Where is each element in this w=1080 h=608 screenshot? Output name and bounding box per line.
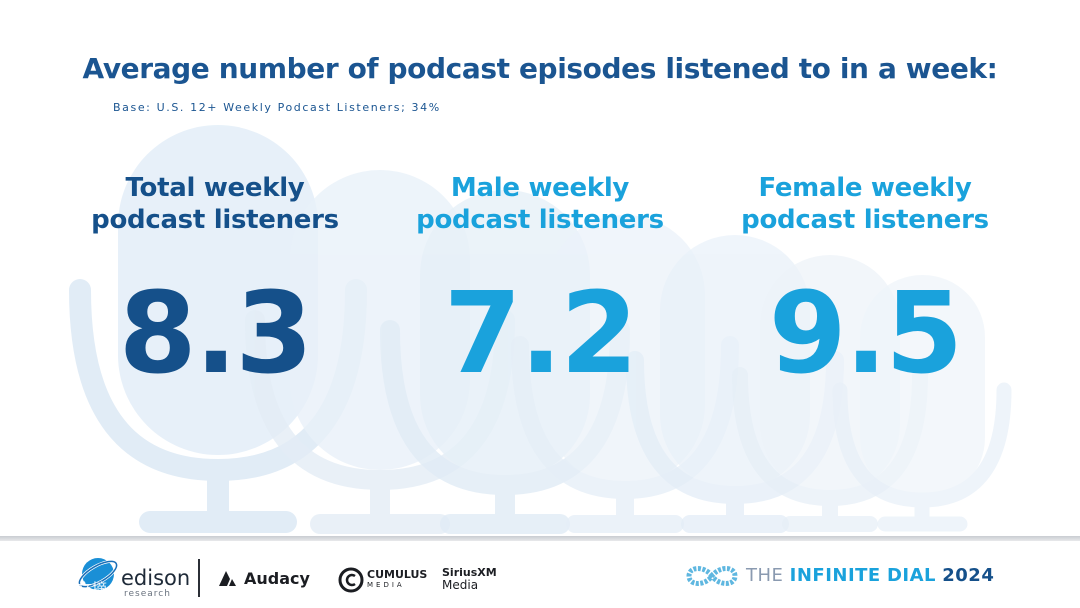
audacy-logo: Audacy [244, 569, 310, 588]
microphone-background-graphic [69, 125, 1012, 534]
infinity-icon [686, 566, 738, 586]
siriusxm-subtitle: Media [442, 578, 479, 592]
audacy-icon [219, 571, 236, 586]
edison-globe-icon [77, 558, 119, 590]
stat-value: 7.2 [443, 269, 638, 399]
dial-infinite: INFINITE [789, 565, 881, 586]
stat-label: Total weekly podcast listeners [50, 172, 380, 236]
stat-total: Total weekly podcast listeners 8.3 [50, 172, 380, 390]
cumulus-wordmark: CUMULUS [367, 568, 428, 581]
siriusxm-wordmark: SiriusXM [442, 566, 497, 579]
footer-divider [0, 536, 1080, 541]
dial-the: THE [746, 565, 784, 586]
dial-dial: DIAL [886, 565, 937, 586]
stat-label-line1: Female weekly [758, 173, 972, 203]
stat-label-line2: podcast listeners [741, 205, 989, 235]
microphone-icon [832, 275, 1012, 532]
edison-subtitle: research [124, 589, 171, 599]
footer-separator [198, 559, 200, 597]
stat-label-line2: podcast listeners [91, 205, 339, 235]
stat-female: Female weekly podcast listeners 9.5 [700, 172, 1030, 390]
siriusxm-logo: SiriusXM Media [442, 566, 497, 592]
infinite-dial-logo: THE INFINITE DIAL 2024 [746, 565, 994, 586]
stat-value: 9.5 [768, 269, 963, 399]
stat-male: Male weekly podcast listeners 7.2 [375, 172, 705, 390]
stat-label-line1: Total weekly [125, 173, 305, 203]
cumulus-subtitle: MEDIA [367, 581, 405, 589]
dial-year: 2024 [942, 565, 995, 586]
stat-label-line1: Male weekly [450, 173, 630, 203]
stat-label-line2: podcast listeners [416, 205, 664, 235]
cumulus-icon [338, 567, 364, 593]
cumulus-logo: CUMULUS MEDIA [367, 568, 428, 590]
watermark: 大数据文摘 [32, 580, 108, 598]
edison-wordmark: edison [121, 566, 191, 590]
stat-label: Female weekly podcast listeners [700, 172, 1030, 236]
base-note: Base: U.S. 12+ Weekly Podcast Listeners;… [113, 101, 441, 114]
edison-logo: edison [121, 566, 190, 590]
slide-title: Average number of podcast episodes liste… [82, 52, 998, 85]
stat-label: Male weekly podcast listeners [375, 172, 705, 236]
stat-value: 8.3 [118, 269, 313, 399]
